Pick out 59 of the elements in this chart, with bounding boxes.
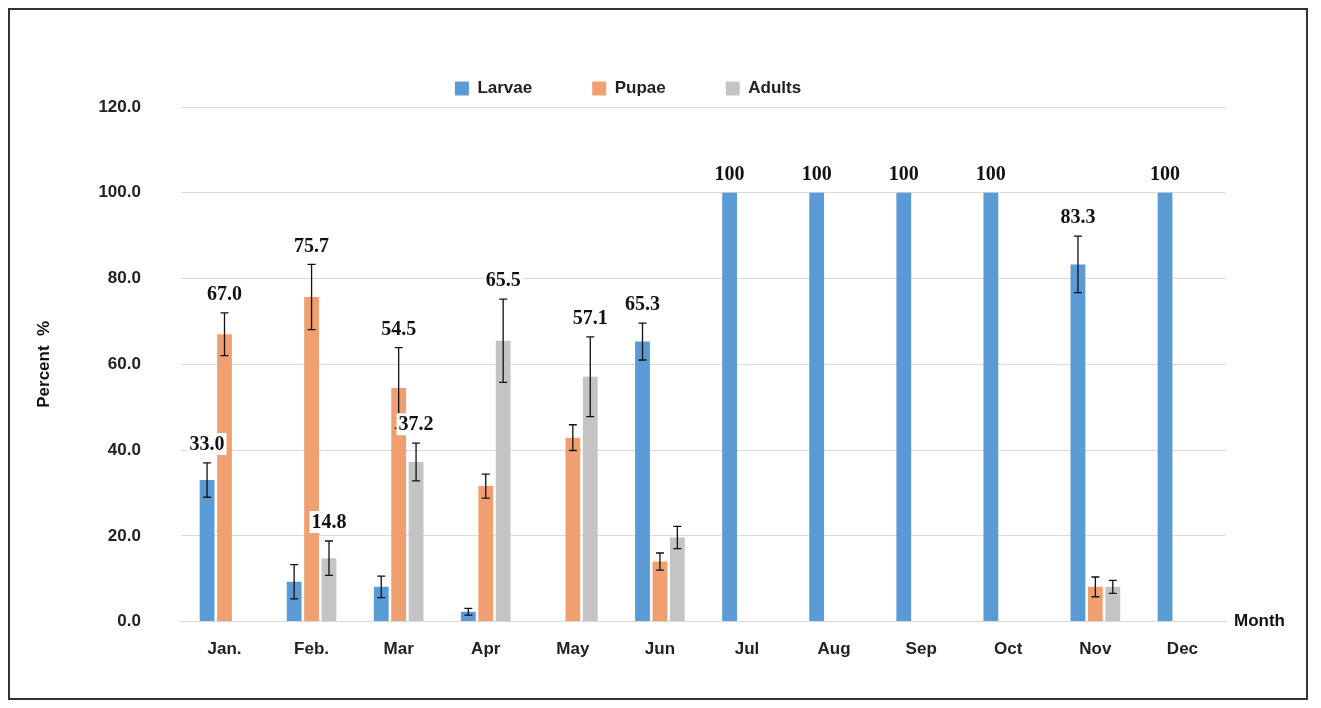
bar — [373, 586, 389, 622]
data-label: 37.2 — [398, 412, 434, 435]
y-tick-label: 100.0 — [98, 182, 141, 202]
x-tick-label: Mar — [383, 639, 415, 659]
bar — [669, 537, 685, 622]
data-label: 65.5 — [485, 268, 521, 291]
x-tick-label: Apr — [471, 639, 501, 659]
bar — [983, 192, 999, 622]
bar — [1105, 586, 1121, 622]
data-label: 100 — [714, 161, 745, 184]
bar — [1087, 586, 1103, 622]
x-tick-label: Nov — [1079, 639, 1112, 659]
y-tick-label: 0.0 — [117, 611, 141, 631]
data-label: 14.8 — [311, 510, 347, 533]
x-tick-label: Dec — [1166, 639, 1199, 659]
data-label: 100 — [801, 161, 832, 184]
bar — [565, 437, 581, 622]
bar — [582, 376, 598, 622]
x-tick-label: Aug — [817, 639, 851, 659]
bar — [896, 192, 912, 622]
bar — [722, 192, 737, 622]
data-label: 100 — [888, 161, 919, 184]
data-label: 67.0 — [206, 282, 242, 305]
bar — [1157, 192, 1173, 622]
bar — [495, 340, 511, 622]
x-tick-label: Feb. — [294, 639, 330, 659]
bar — [199, 480, 215, 622]
y-tick-label: 20.0 — [107, 525, 141, 545]
x-tick-label: Sep — [905, 639, 937, 659]
data-label: 83.3 — [1060, 205, 1096, 228]
data-label: 100 — [1150, 161, 1181, 184]
data-label: 75.7 — [294, 233, 330, 256]
data-label: 100 — [975, 161, 1006, 184]
legend-label: Pupae — [614, 78, 666, 98]
bar — [652, 561, 668, 622]
y-tick-label: 40.0 — [107, 439, 141, 459]
x-tick-label: Oct — [994, 639, 1023, 659]
data-label: 57.1 — [572, 306, 608, 329]
y-tick-label: 80.0 — [107, 268, 141, 288]
legend-label: Adults — [748, 78, 802, 98]
y-tick-label: 120.0 — [98, 96, 141, 116]
data-label: 33.0 — [189, 432, 225, 455]
y-axis-title: Percent % — [33, 320, 53, 408]
x-tick-label: May — [556, 639, 590, 659]
bar — [408, 462, 424, 622]
x-tick-label: Jul — [734, 639, 760, 659]
y-tick-label: 60.0 — [107, 353, 141, 373]
legend-label: Larvae — [477, 78, 533, 98]
bar — [286, 581, 302, 622]
x-tick-label: Jun — [644, 639, 676, 659]
bar — [1070, 264, 1086, 622]
x-tick-label: Jan. — [207, 639, 242, 659]
bar — [478, 486, 494, 622]
bar — [809, 192, 825, 622]
x-axis-title: Month — [1234, 611, 1285, 631]
data-label: 65.3 — [625, 292, 661, 315]
bar — [321, 558, 337, 622]
bar — [635, 341, 650, 622]
data-label: 54.5 — [381, 316, 417, 339]
